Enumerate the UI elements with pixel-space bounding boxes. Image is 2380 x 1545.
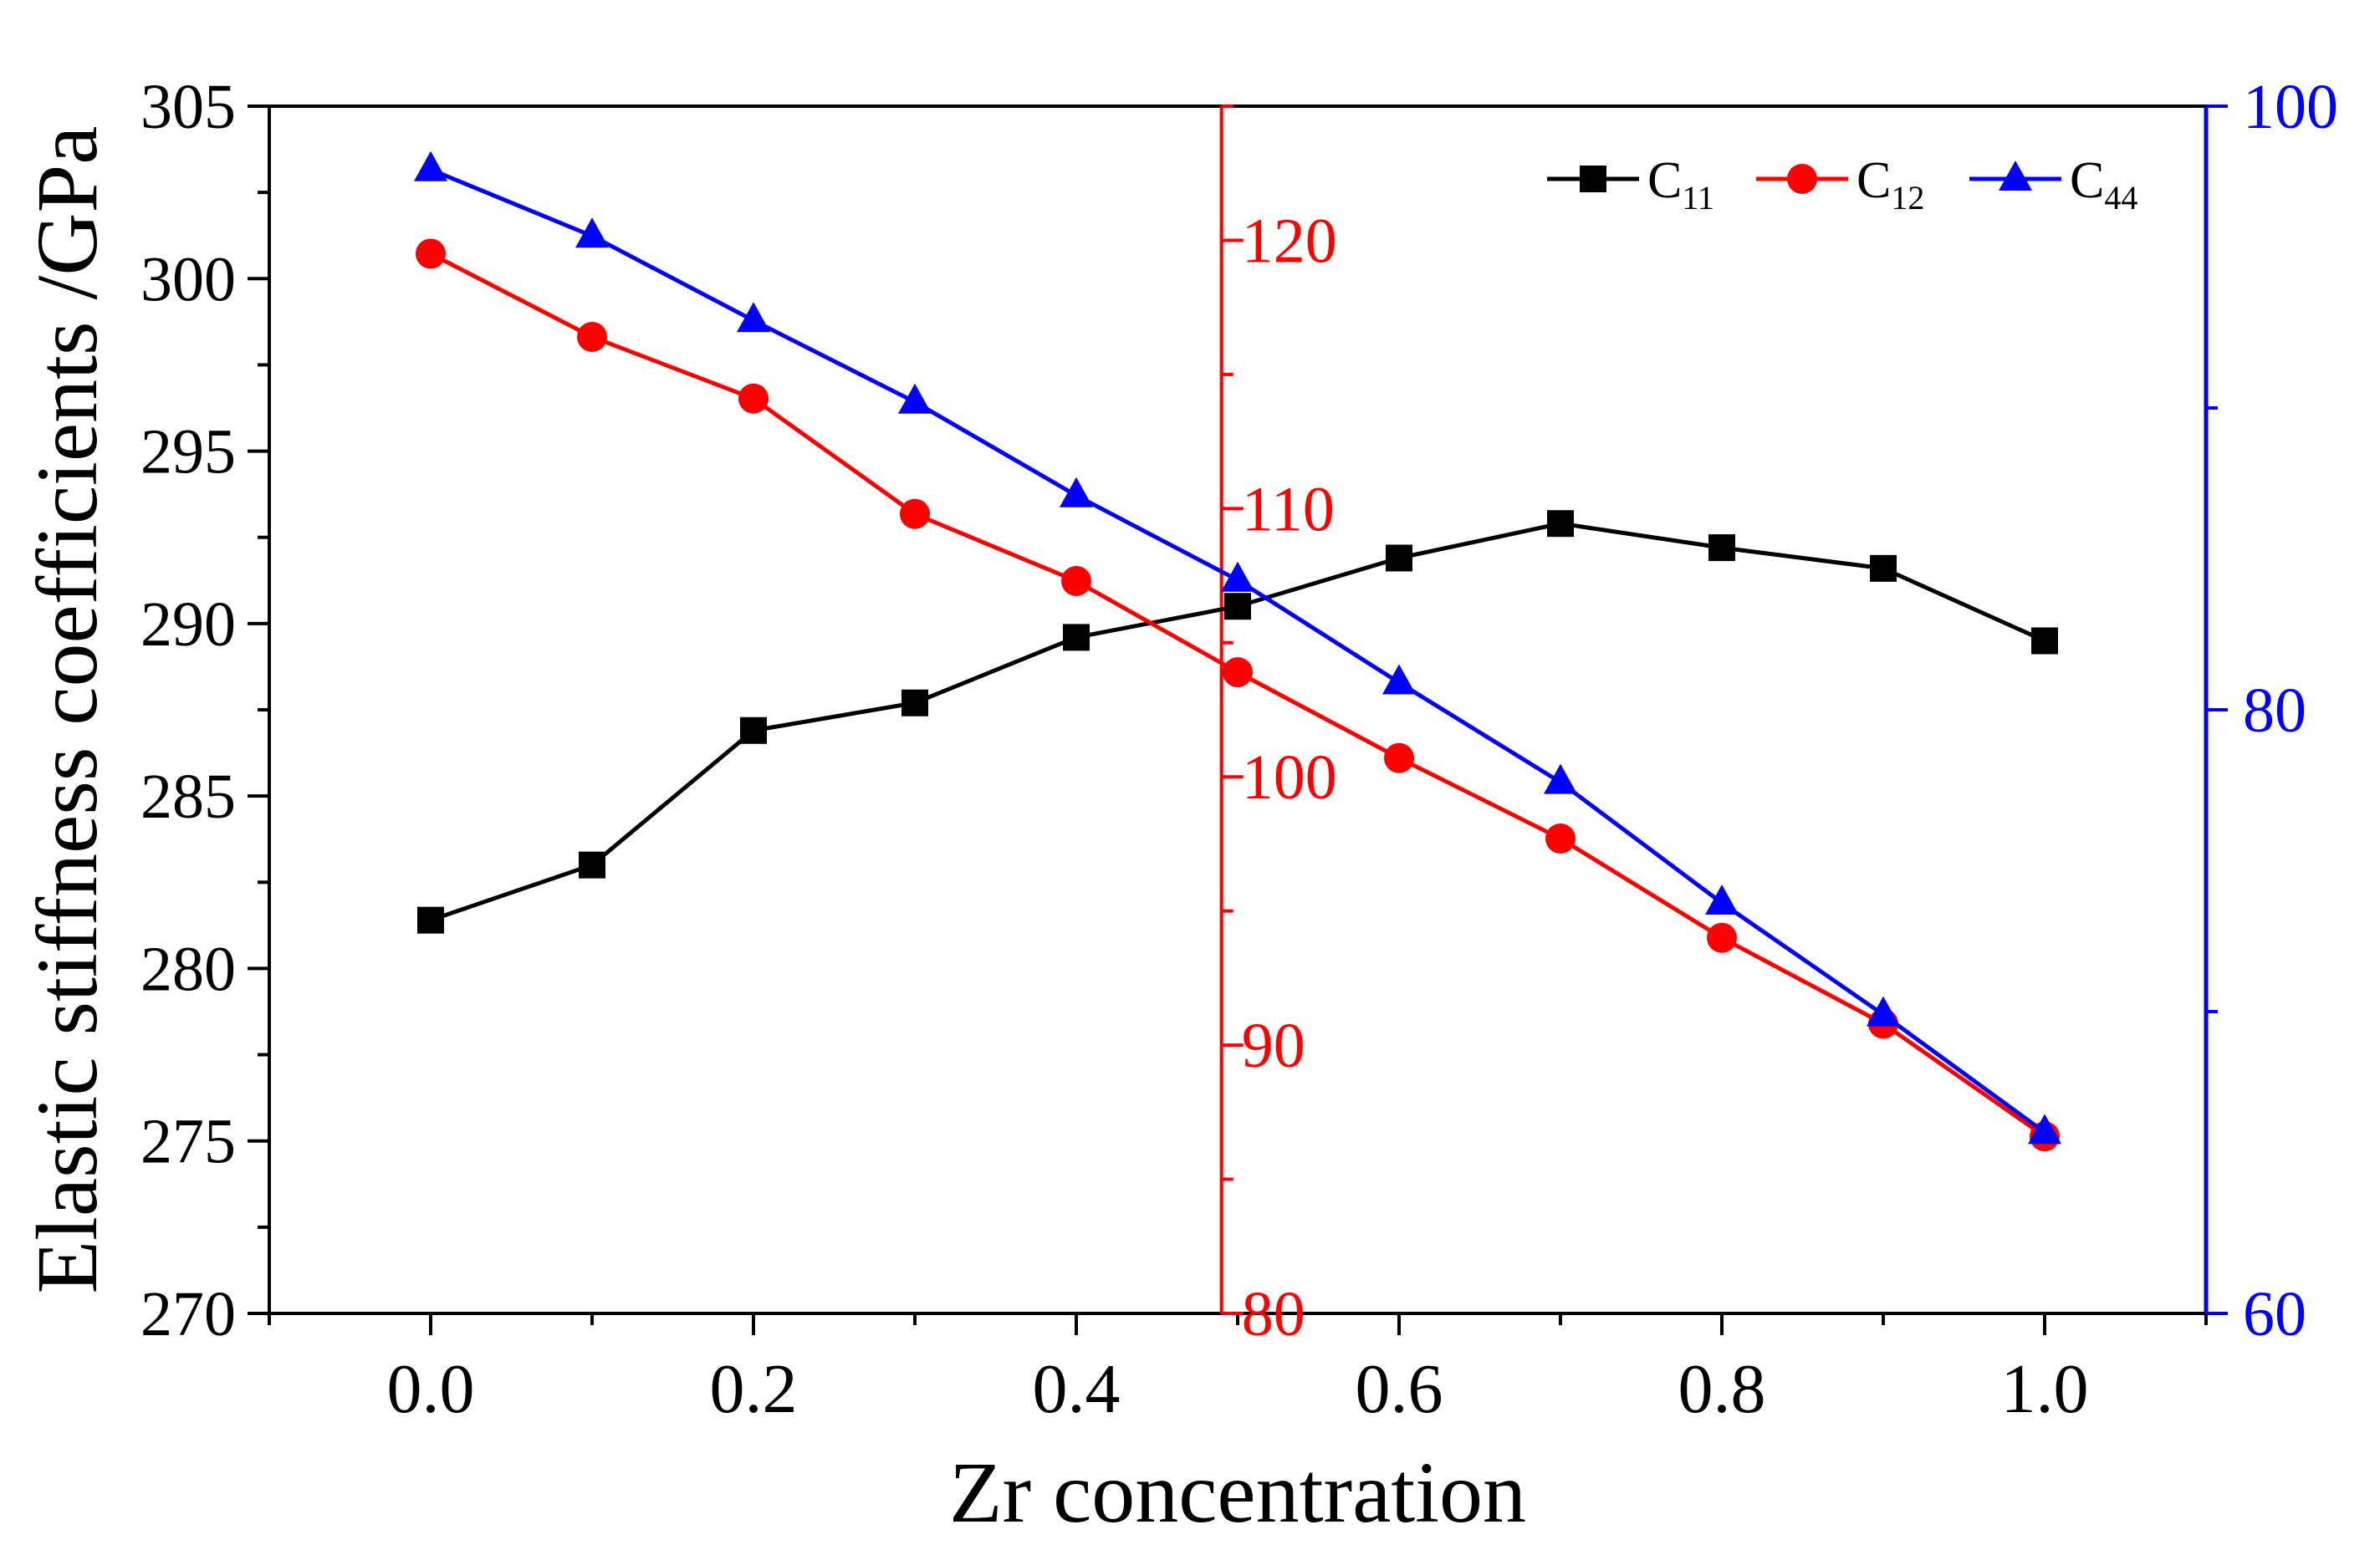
data-point-C12	[1384, 742, 1414, 773]
left-tick-label: 270	[140, 1279, 236, 1349]
data-point-C12	[1061, 565, 1091, 596]
data-point-C44	[2028, 1114, 2061, 1145]
x-tick-label: 0.6	[1356, 1350, 1443, 1428]
data-point-C11	[1063, 624, 1090, 651]
left-y-axis: 270 275 280 285 290 295 300 305	[140, 72, 269, 1349]
series-C44	[414, 150, 2061, 1145]
data-point-C44	[1705, 885, 1739, 915]
data-point-C11	[901, 689, 928, 716]
data-point-C12	[1545, 823, 1576, 854]
series-layer	[414, 150, 2061, 1152]
data-point-C44	[1867, 996, 1900, 1027]
data-point-C12	[1223, 657, 1253, 688]
data-point-C44	[1544, 763, 1577, 794]
middle-tick-label: 90	[1242, 1011, 1305, 1081]
series-C12	[416, 238, 2060, 1152]
left-tick-label: 285	[140, 762, 236, 832]
data-point-C44	[1382, 664, 1416, 695]
data-point-C11	[417, 906, 444, 934]
legend-item-C44: C44	[1969, 152, 2137, 217]
data-point-C44	[898, 383, 932, 414]
right-tick-label: 80	[2243, 676, 2306, 746]
data-point-C11	[2031, 627, 2058, 655]
data-point-C11	[1708, 534, 1735, 562]
series-line-C12	[429, 252, 2046, 1139]
data-point-C11	[1547, 510, 1574, 538]
middle-tick-label: 100	[1242, 742, 1337, 813]
x-tick-label: 1.0	[2001, 1350, 2089, 1428]
legend-label: C44	[2070, 152, 2137, 217]
left-tick-label: 305	[140, 72, 236, 142]
data-point-C12	[577, 321, 607, 352]
left-y-axis-label: Elastic stiffness coefficients /GPa	[19, 126, 115, 1294]
series-line-C44	[430, 167, 2046, 1135]
data-point-C44	[737, 302, 770, 333]
data-point-C12	[900, 498, 930, 529]
data-point-C44	[575, 217, 609, 248]
x-tick-label: 0.4	[1033, 1350, 1121, 1428]
plot-frame	[268, 105, 2208, 1315]
left-tick-label: 290	[140, 589, 236, 660]
x-axis-label: Zr concentration	[949, 1445, 1526, 1541]
series-C11	[417, 510, 2058, 934]
right-tick-label: 100	[2243, 72, 2338, 142]
legend-label: C12	[1857, 152, 1924, 217]
x-tick-label: 0.0	[387, 1350, 475, 1428]
middle-tick-label: 120	[1242, 206, 1337, 276]
data-point-C44	[1221, 561, 1254, 592]
middle-y-axis: 80 90 100 110 120	[1219, 105, 1337, 1349]
x-axis: 0.0 0.2 0.4 0.6 0.8 1.0	[268, 1313, 2208, 1428]
left-tick-label: 275	[140, 1107, 236, 1177]
left-tick-label: 280	[140, 934, 236, 1004]
legend-marker	[1580, 166, 1606, 192]
data-point-C11	[579, 851, 605, 879]
data-point-C11	[740, 716, 767, 744]
legend-marker	[1999, 161, 2032, 191]
data-point-C11	[1870, 554, 1897, 582]
data-point-C12	[738, 383, 769, 414]
data-point-C11	[1224, 593, 1251, 620]
legend-item-C11: C11	[1547, 152, 1714, 217]
right-tick-label: 60	[2243, 1279, 2306, 1349]
legend-label: C11	[1647, 152, 1714, 217]
left-tick-label: 300	[140, 244, 236, 314]
data-point-C12	[1707, 922, 1737, 953]
data-point-C11	[1386, 544, 1412, 572]
data-point-C12	[416, 238, 446, 269]
data-point-C44	[1060, 477, 1093, 507]
legend: C11 C12 C44	[1547, 152, 2137, 217]
x-tick-label: 0.2	[710, 1350, 798, 1428]
data-point-C44	[414, 150, 447, 181]
legend-item-C12: C12	[1756, 152, 1924, 217]
x-tick-label: 0.8	[1678, 1350, 1766, 1428]
middle-tick-label: 80	[1242, 1279, 1305, 1349]
right-y-axis: 60 80 100	[2204, 72, 2338, 1349]
middle-tick-label: 110	[1242, 474, 1335, 544]
legend-marker	[1787, 164, 1817, 194]
left-tick-label: 295	[140, 417, 236, 487]
